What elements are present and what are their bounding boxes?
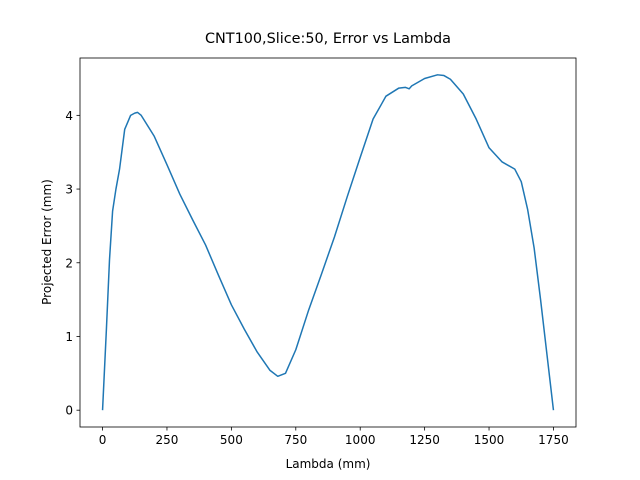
x-tick-label: 1250 [409, 433, 440, 447]
y-axis-label: Projected Error (mm) [40, 179, 54, 305]
y-tick-label: 1 [65, 330, 73, 344]
x-tick-label: 500 [220, 433, 243, 447]
x-tick-label: 250 [156, 433, 179, 447]
x-tick-label: 1500 [474, 433, 505, 447]
line-series [101, 74, 555, 411]
x-tick-label: 1000 [345, 433, 376, 447]
x-tick-label: 1750 [538, 433, 569, 447]
chart-title: CNT100,Slice:50, Error vs Lambda [205, 31, 451, 47]
x-tick-label: 0 [99, 433, 107, 447]
plot-frame [79, 57, 577, 428]
y-tick-label: 3 [65, 183, 73, 197]
y-tick-label: 0 [65, 404, 73, 418]
x-tick-label: 750 [284, 433, 307, 447]
x-axis-label: Lambda (mm) [286, 457, 371, 471]
y-tick-label: 4 [65, 109, 73, 123]
y-tick-label: 2 [65, 256, 73, 270]
